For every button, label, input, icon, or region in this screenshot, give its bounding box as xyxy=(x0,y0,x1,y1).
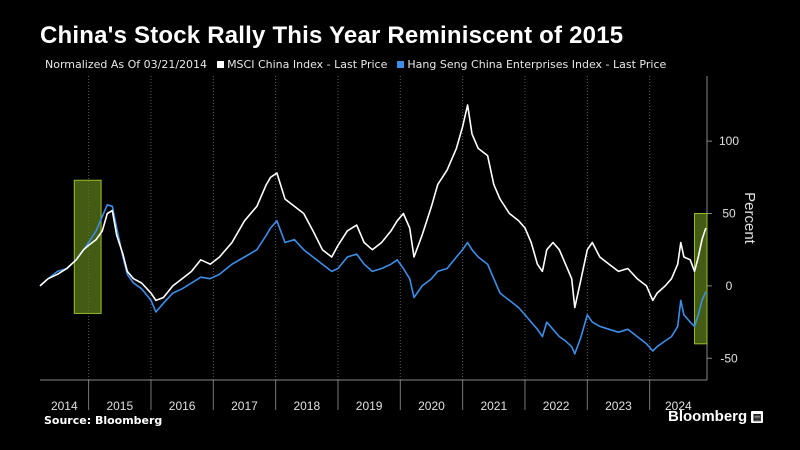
chart-icon: ▤ xyxy=(751,410,764,423)
highlight-box xyxy=(73,179,102,314)
x-tick-label: 2014 xyxy=(51,399,78,413)
legend-label-msci: MSCI China Index - Last Price xyxy=(227,58,388,71)
x-tick-label: 2015 xyxy=(106,399,133,413)
series-line-msci xyxy=(39,104,707,309)
x-tick-label: 2018 xyxy=(293,399,320,413)
y-tick-label: -50 xyxy=(720,351,738,365)
x-tick-label: 2020 xyxy=(418,399,445,413)
legend-swatch-msci xyxy=(217,61,225,68)
x-tick-label: 2022 xyxy=(543,399,570,413)
x-tick-label: 2024 xyxy=(665,399,692,413)
x-tick-label: 2019 xyxy=(356,399,383,413)
x-tick-label: 2021 xyxy=(480,399,507,413)
source-note: Source: Bloomberg xyxy=(44,414,163,427)
series-line-hscei xyxy=(39,204,707,355)
y-axis-label: Percent xyxy=(741,192,758,245)
legend-label-hscei: Hang Seng China Enterprises Index - Last… xyxy=(407,58,667,71)
brand-logo: Bloomberg ▤ xyxy=(668,408,764,425)
chart-title: China's Stock Rally This Year Reminiscen… xyxy=(40,22,624,49)
legend-swatch-hscei xyxy=(397,61,405,68)
y-tick-label: 100 xyxy=(719,134,739,148)
x-tick-label: 2016 xyxy=(169,399,196,413)
y-tick-label: 0 xyxy=(726,279,733,293)
y-tick-label: 50 xyxy=(722,207,736,221)
x-tick-label: 2017 xyxy=(231,399,258,413)
brand-name: Bloomberg xyxy=(668,408,748,425)
x-tick-label: 2023 xyxy=(605,399,632,413)
normalization-note: Normalized As Of 03/21/2014 xyxy=(45,58,208,71)
legend: Normalized As Of 03/21/2014 MSCI China I… xyxy=(45,58,666,71)
highlight-box xyxy=(694,213,708,345)
